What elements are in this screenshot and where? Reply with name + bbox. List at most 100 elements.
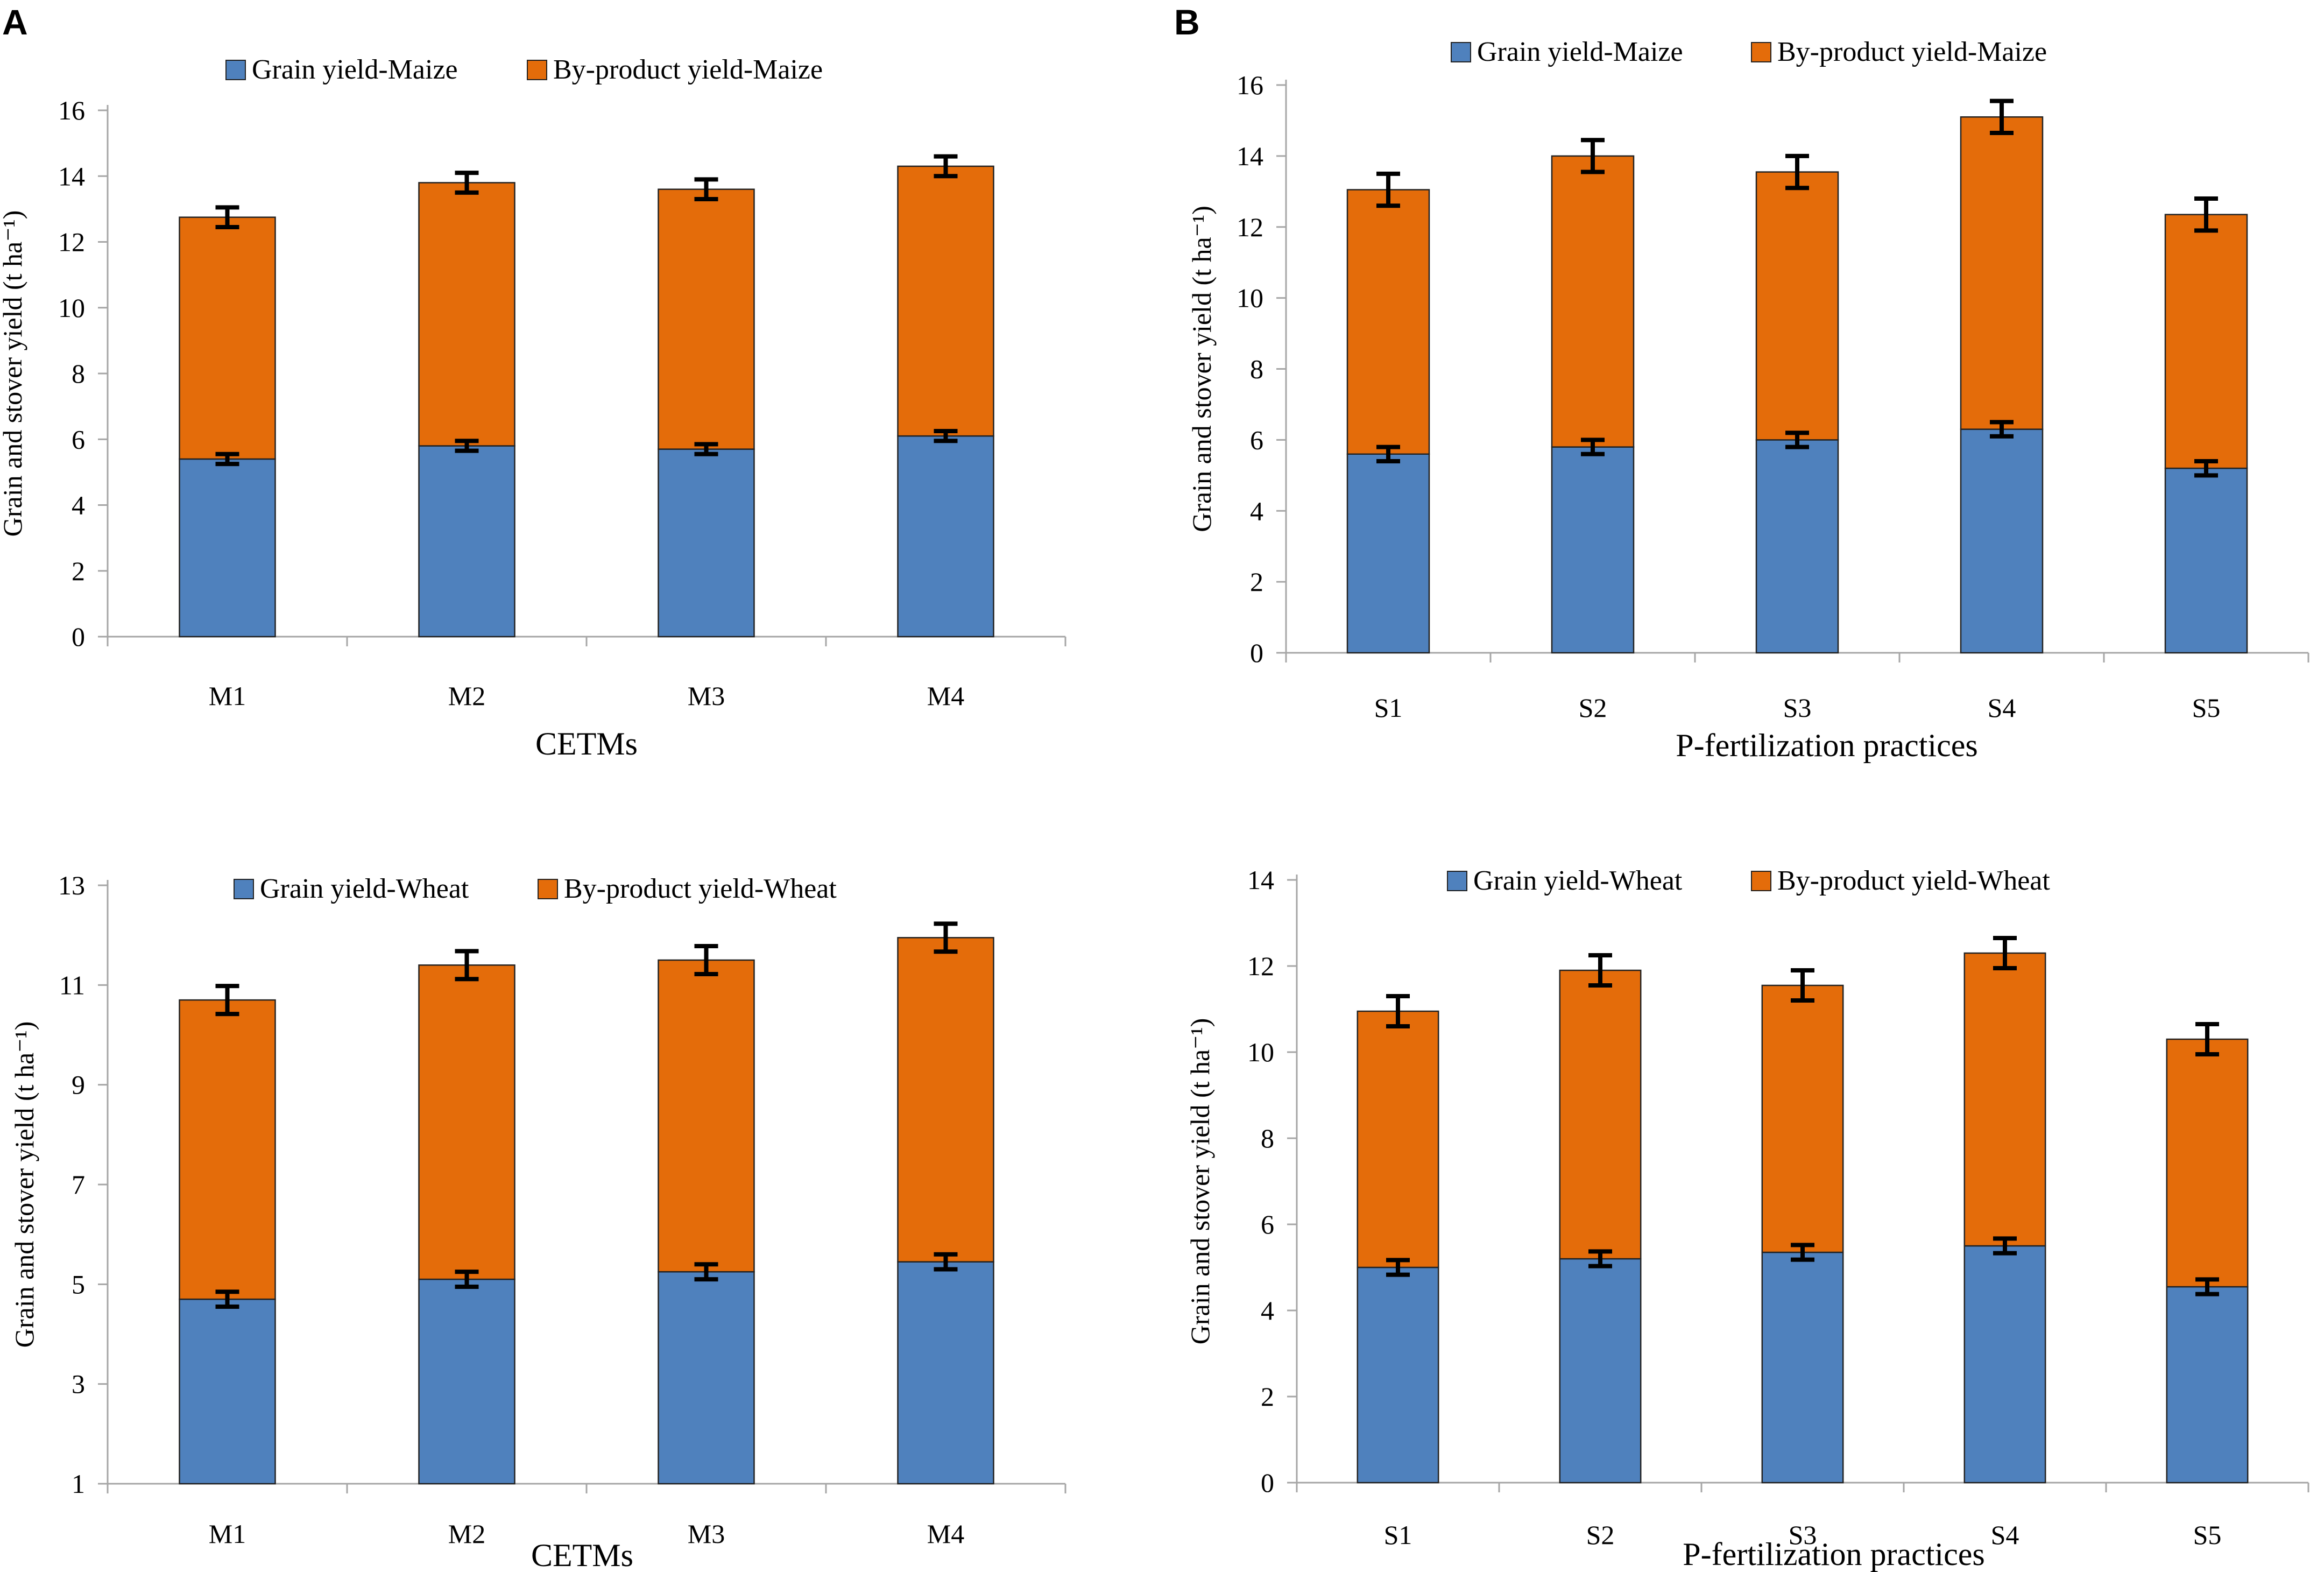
y-tick-label: 10 [1237,283,1263,313]
x-axis-title: P-fertilization practices [1676,728,1977,763]
legend-swatch [1447,871,1467,891]
bar-byproduct-m3 [658,188,755,450]
bar-byproduct-m2 [418,182,515,447]
error-bar-byproduct-m2 [455,171,479,195]
error-bar-grain-s2 [1581,438,1605,456]
error-bar-byproduct-m4 [934,154,958,179]
chart-maize-p-fertilization: 0 2 4 6 8 10 12 14 16 S1 S2 S3 S4 S5 P-fertilization p… [1186,37,2309,763]
y-axis-title: Grain and stover yield (t ha⁻¹) [1186,206,1217,532]
y-tick-label: 2 [1250,567,1263,597]
legend-label: By-product yield-Wheat [564,873,837,904]
y-tick-label: 4 [1250,496,1263,526]
y-tick-label: 16 [1237,70,1263,100]
y-tick-label: 13 [58,870,85,900]
legend-label: Grain yield-Wheat [1473,865,1683,896]
legend-swatch [527,60,547,80]
y-tick-label: 14 [58,161,85,191]
x-category-label: M2 [448,1519,485,1549]
bar-byproduct-s3 [1755,171,1839,441]
legend-swatch [1751,871,1771,891]
x-category-label: S2 [1579,693,1607,723]
error-bar-grain-s4 [1990,420,2014,439]
error-bar-byproduct-s1 [1386,994,1410,1028]
legend-swatch [1751,42,1771,62]
error-bar-grain-s1 [1376,445,1400,463]
y-axis-title: Grain and stover yield (t ha⁻¹) [1185,1018,1215,1344]
x-category-label: M3 [688,1519,725,1549]
x-category-label: S2 [1586,1520,1615,1550]
y-tick-label: 1 [72,1469,85,1499]
error-bar-byproduct-m3 [694,177,718,202]
bar-grain-m1 [179,458,276,638]
y-tick-label: 5 [72,1269,85,1299]
x-category-label: M4 [927,1519,964,1549]
legend-swatch [538,879,558,899]
error-bar-grain-s5 [2195,1277,2219,1296]
y-tick-label: 6 [1250,425,1263,455]
error-bar-byproduct-m3 [694,944,718,976]
bar-grain-m2 [418,445,515,638]
panel-letter-a: A [2,2,28,42]
y-tick-label: 2 [1261,1381,1274,1412]
bar-byproduct-m3 [658,959,755,1273]
bar-grain-s3 [1755,439,1839,654]
y-tick-label: 0 [1261,1468,1274,1498]
legend-label: Grain yield-Wheat [260,873,469,904]
error-bar-byproduct-s3 [1791,968,1814,1003]
error-bar-grain-s4 [1993,1236,2017,1256]
x-category-label: M1 [209,681,246,711]
y-axis-title: Grain and stover yield (t ha⁻¹) [9,1021,39,1348]
y-tick-label: 0 [1250,638,1263,668]
y-tick-label: 16 [58,95,85,125]
bar-grain-s5 [2164,467,2248,654]
bar-byproduct-s1 [1357,1010,1439,1268]
error-bar-grain-m1 [215,1289,239,1309]
error-bar-grain-m4 [934,1252,958,1272]
bar-byproduct-s2 [1551,155,1635,448]
bar-grain-s4 [1960,428,2044,654]
x-axis-title: CETMs [535,726,638,762]
error-bar-byproduct-m1 [215,205,239,229]
legend-label: Grain yield-Maize [1477,37,1683,67]
y-tick-label: 6 [72,424,85,454]
bar-grain-s2 [1559,1258,1642,1484]
x-axis-title: P-fertilization practices [1683,1536,1984,1572]
error-bar-grain-s5 [2194,459,2218,478]
bar-grain-s1 [1346,453,1430,654]
error-bar-grain-m2 [455,439,479,453]
y-tick-label: 12 [58,227,85,257]
x-category-label: S5 [2193,1520,2222,1550]
error-bar-grain-s3 [1791,1243,1814,1262]
y-tick-label: 14 [1247,865,1274,895]
panel-letter-b: B [1174,2,1200,42]
bar-grain-m1 [179,1298,276,1485]
bar-grain-m3 [658,448,755,638]
y-tick-label: 6 [1261,1209,1274,1239]
y-tick-label: 8 [1250,354,1263,384]
legend-label: By-product yield-Maize [1777,37,2047,67]
error-bar-grain-m3 [694,442,718,456]
error-bar-byproduct-m4 [934,921,958,954]
y-tick-label: 4 [1261,1295,1274,1326]
legend-label: By-product yield-Wheat [1777,865,2050,896]
bar-grain-m3 [658,1271,755,1485]
y-tick-label: 12 [1237,212,1263,242]
legend-label: By-product yield-Maize [553,54,823,85]
bar-byproduct-m4 [897,937,994,1263]
y-tick-label: 8 [1261,1123,1274,1153]
x-category-label: M1 [209,1519,246,1549]
bar-byproduct-s3 [1761,984,1844,1253]
error-bar-byproduct-s5 [2194,196,2218,233]
x-category-label: S3 [1789,1520,1817,1550]
legend-swatch [225,60,246,80]
bar-grain-s2 [1551,446,1635,654]
bar-byproduct-s5 [2164,214,2248,469]
y-axis-title: Grain and stover yield (t ha⁻¹) [0,210,27,537]
chart-maize-cetm: 0 2 4 6 8 10 12 14 16 M1 M2 M3 M4 CETMs Grain and stov… [0,54,1066,762]
error-bar-byproduct-m1 [215,984,239,1017]
error-bar-grain-m3 [694,1262,718,1282]
y-tick-label: 9 [72,1070,85,1100]
x-axis-title: CETMs [531,1538,633,1572]
bar-byproduct-m1 [179,216,276,460]
